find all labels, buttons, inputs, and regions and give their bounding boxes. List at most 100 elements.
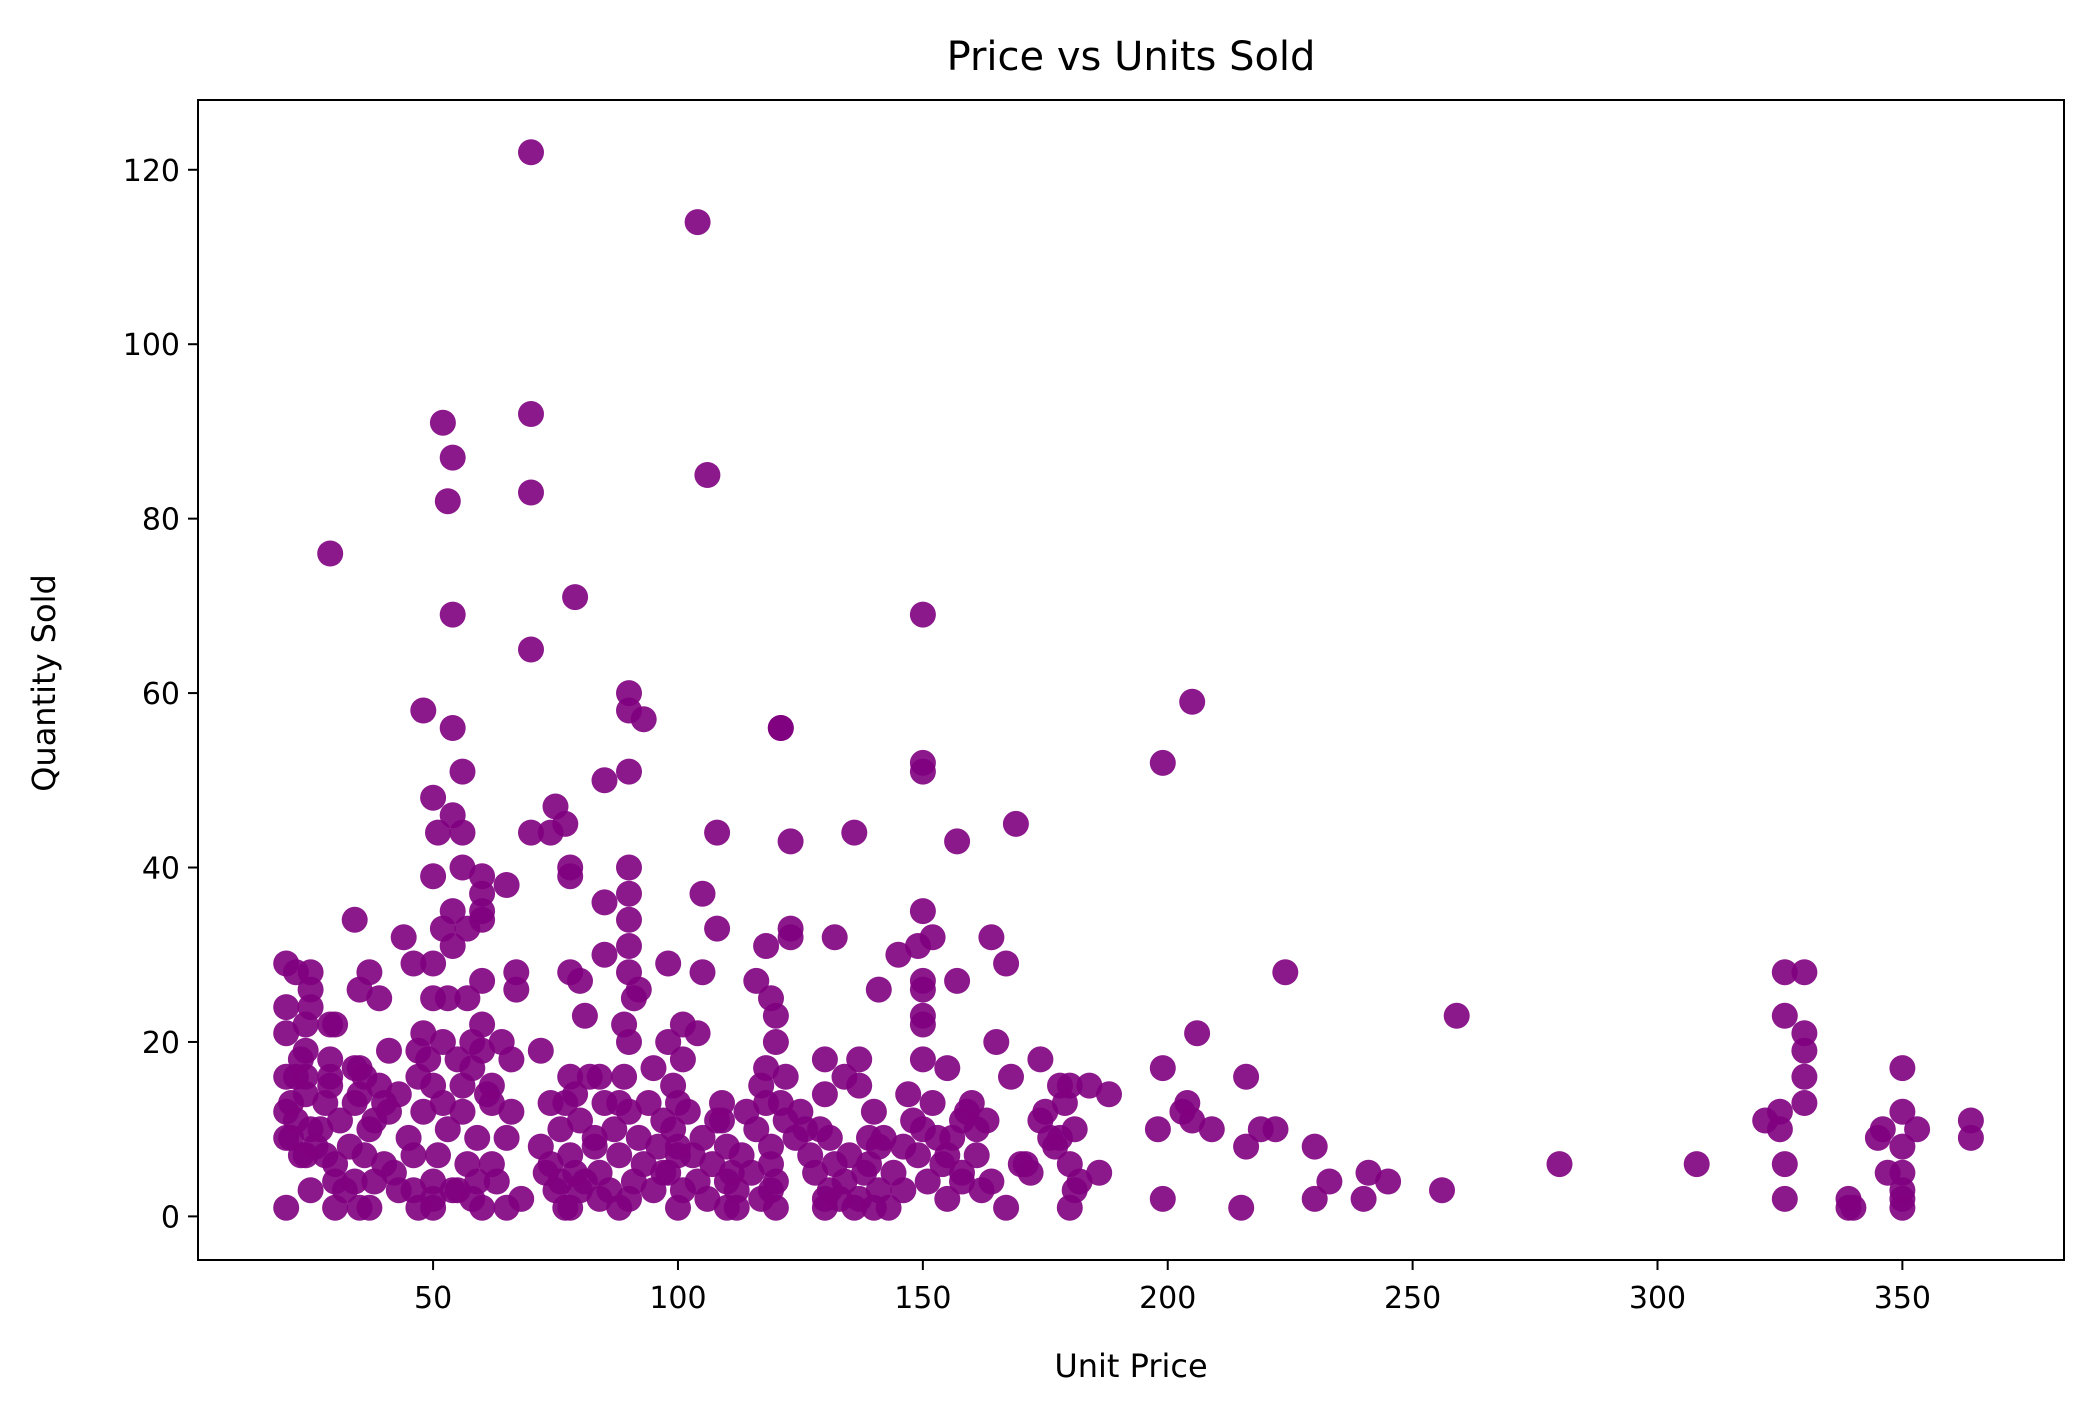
data-point — [581, 1124, 608, 1151]
data-point — [449, 819, 476, 846]
data-point — [1144, 1116, 1171, 1143]
data-point — [1957, 1124, 1984, 1151]
data-point — [1086, 1159, 1113, 1186]
data-point — [439, 1177, 466, 1204]
data-point — [753, 1090, 780, 1116]
data-point — [1889, 1098, 1916, 1125]
data-point — [459, 1185, 486, 1212]
data-point — [449, 1072, 476, 1099]
data-point — [1301, 1185, 1328, 1212]
y-axis-ticks: 0 20 40 60 80 100 120 — [123, 154, 198, 1235]
data-point — [493, 872, 520, 898]
data-point — [390, 924, 417, 951]
data-point — [660, 1072, 687, 1099]
data-point — [762, 1029, 789, 1055]
chart-title: Price vs Units Sold — [947, 34, 1316, 80]
y-tick-label: 120 — [123, 154, 180, 189]
data-point — [611, 1063, 638, 1090]
data-point — [640, 1055, 667, 1082]
data-point — [366, 985, 393, 1012]
data-point — [782, 1124, 809, 1151]
data-point — [537, 1090, 564, 1116]
data-point — [1056, 1194, 1083, 1221]
data-point — [469, 1011, 496, 1038]
data-point — [811, 1081, 838, 1108]
data-point — [944, 967, 971, 994]
data-point — [616, 1098, 642, 1125]
data-point — [1904, 1116, 1931, 1143]
y-tick-label: 60 — [142, 677, 180, 712]
data-point — [454, 985, 481, 1012]
data-point — [1149, 749, 1176, 776]
data-point — [821, 924, 848, 951]
data-point — [317, 540, 344, 567]
data-point — [1262, 1116, 1289, 1143]
data-point — [1771, 1002, 1798, 1029]
data-point — [1316, 1168, 1343, 1195]
data-point — [963, 1142, 990, 1169]
data-point — [802, 1159, 829, 1186]
data-point — [464, 1124, 491, 1151]
x-axis-label: Unit Price — [1054, 1347, 1207, 1385]
data-point — [909, 976, 936, 1003]
data-point — [557, 1142, 584, 1169]
data-point — [616, 906, 642, 933]
data-point — [1002, 810, 1029, 837]
data-point — [743, 967, 770, 994]
data-point — [346, 1194, 373, 1221]
data-point — [1889, 1133, 1916, 1160]
data-point — [616, 1029, 642, 1055]
data-point — [434, 1116, 461, 1143]
data-point — [498, 1098, 525, 1125]
data-point — [1791, 1063, 1818, 1090]
data-point — [562, 584, 589, 611]
data-point — [591, 941, 618, 968]
x-tick-label: 100 — [649, 1281, 706, 1316]
data-point — [694, 462, 721, 488]
data-point — [860, 1098, 887, 1125]
data-point — [425, 819, 451, 846]
data-point — [591, 767, 618, 794]
data-point — [1179, 1107, 1206, 1134]
data-point — [493, 1124, 520, 1151]
data-point — [346, 976, 373, 1003]
y-tick-label: 80 — [142, 503, 180, 538]
data-point — [694, 1185, 721, 1212]
data-point — [625, 1124, 652, 1151]
data-point — [449, 1098, 476, 1125]
data-point — [444, 1046, 471, 1073]
data-point — [616, 880, 642, 907]
data-point — [993, 950, 1020, 977]
data-point — [1840, 1194, 1867, 1221]
data-point — [351, 1063, 378, 1090]
x-axis-ticks: 50 100 150 200 250 300 350 — [414, 1260, 1931, 1316]
data-point — [914, 1168, 941, 1195]
data-point — [449, 758, 476, 785]
data-point — [650, 1107, 677, 1134]
data-point — [1061, 1116, 1088, 1143]
data-point — [870, 1124, 897, 1151]
data-point — [645, 1133, 672, 1160]
data-point — [439, 933, 466, 959]
data-point — [1375, 1168, 1402, 1195]
data-point — [704, 1107, 731, 1134]
data-point — [410, 1098, 437, 1125]
data-point — [527, 1037, 554, 1064]
data-point — [420, 1168, 447, 1195]
data-point — [1683, 1151, 1710, 1178]
data-point — [1874, 1159, 1901, 1186]
data-point — [787, 1098, 814, 1125]
data-point — [474, 1081, 500, 1108]
data-point — [434, 488, 461, 515]
data-point — [420, 950, 447, 977]
data-point — [547, 1116, 574, 1143]
data-point — [630, 1151, 657, 1178]
y-axis-label: Quantity Sold — [25, 574, 63, 792]
data-point — [469, 967, 496, 994]
data-point — [753, 933, 780, 959]
data-point — [606, 1142, 633, 1169]
data-point — [567, 1107, 593, 1134]
data-point — [944, 828, 971, 855]
data-point — [591, 889, 618, 916]
data-point — [738, 1159, 765, 1186]
